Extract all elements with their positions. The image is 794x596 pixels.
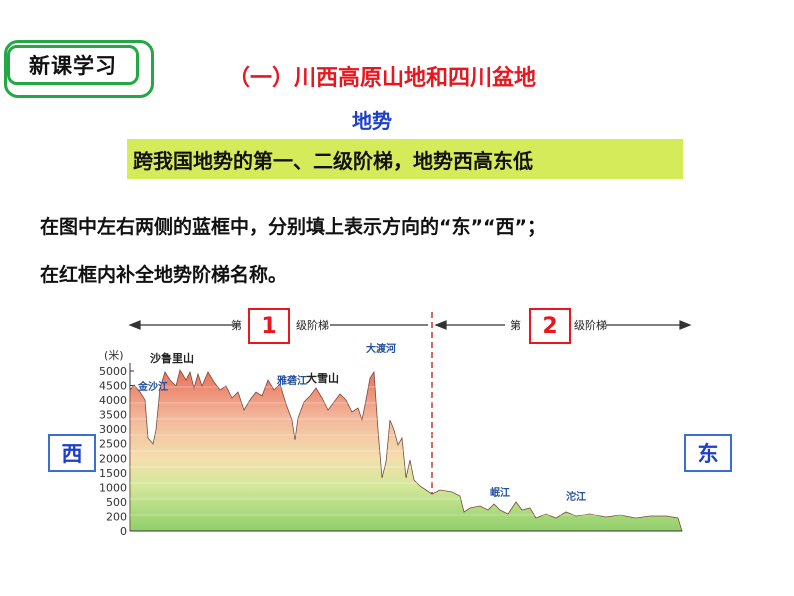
y-axis-unit: (米) (104, 349, 124, 362)
key-point-text: 跨我国地势的第一、二级阶梯，地势西高东低 (133, 148, 533, 173)
place-labels: 沙鲁里山 金沙江 雅砻江 大雪山 大渡河 岷江 沱江 (137, 342, 586, 503)
step2-answer-box[interactable]: 2 (529, 308, 571, 344)
y-tick-label: 500 (106, 496, 127, 509)
y-tick-label: 2500 (99, 438, 127, 451)
y-tick-label: 4000 (99, 394, 127, 407)
subtitle: 地势 (352, 109, 392, 133)
y-tick-label: 2000 (99, 452, 127, 465)
label-shaluli-mountain: 沙鲁里山 (150, 351, 194, 365)
y-tick-label: 1000 (99, 481, 127, 494)
east-answer-box[interactable]: 东 (684, 434, 732, 472)
y-tick-label: 5000 (99, 365, 127, 378)
label-jinsha-river: 金沙江 (137, 380, 168, 393)
y-tick-label: 3000 (99, 423, 127, 436)
step1-answer-box[interactable]: 1 (248, 308, 290, 344)
page-title: （一）川西高原山地和四川盆地 (228, 66, 537, 91)
badge-label: 新课学习 (7, 45, 139, 85)
contour-lines (130, 386, 682, 516)
step2-suffix: 级阶梯 (574, 318, 607, 332)
instruction-line-2: 在红框内补全地势阶梯名称。 (40, 264, 288, 286)
step-range-arrows (128, 320, 692, 330)
label-yalong-river: 雅砻江 (277, 374, 307, 387)
y-tick-label: 4500 (99, 380, 127, 393)
west-answer-box[interactable]: 西 (48, 434, 96, 472)
key-point-banner: 跨我国地势的第一、二级阶梯，地势西高东低 (127, 139, 683, 179)
label-tuo-river: 沱江 (566, 490, 586, 503)
step1-prefix: 第 (231, 318, 242, 332)
y-tick-label: 1500 (99, 467, 127, 480)
label-min-river: 岷江 (490, 486, 510, 499)
instruction-line-1: 在图中左右两侧的蓝框中，分别填上表示方向的“东”“西”； (40, 216, 546, 238)
step1-suffix: 级阶梯 (296, 318, 329, 332)
profile-area (129, 368, 683, 532)
step2-prefix: 第 (510, 318, 521, 332)
y-tick-label: 0 (120, 525, 127, 538)
section-badge: 新课学习 (4, 40, 154, 98)
y-tick-label: 3500 (99, 409, 127, 422)
y-tick-label: 200 (106, 510, 127, 523)
label-daxue-mountain: 大雪山 (306, 371, 339, 385)
label-dadu-river: 大渡河 (366, 342, 396, 355)
